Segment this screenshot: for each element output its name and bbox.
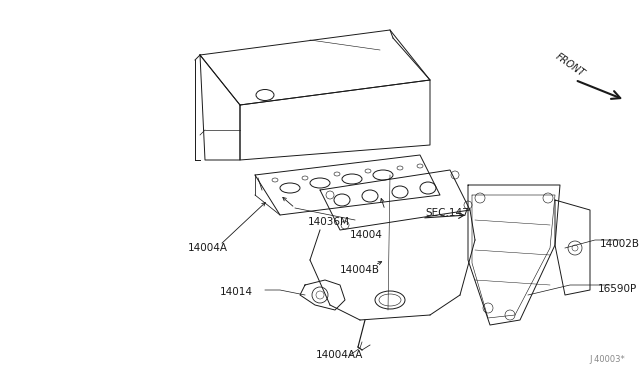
Text: 14014: 14014 [220,287,253,297]
Text: 14002B: 14002B [600,239,640,249]
Text: SEC.147: SEC.147 [425,208,468,218]
Text: FRONT: FRONT [554,51,586,78]
Text: 14004A: 14004A [188,243,228,253]
Text: 14004: 14004 [350,230,383,240]
Text: J 40003*: J 40003* [589,355,625,364]
Text: 16590P: 16590P [598,284,637,294]
Text: 14036M: 14036M [308,217,350,227]
Text: 14004AA: 14004AA [316,350,364,360]
Text: 14004B: 14004B [340,265,380,275]
